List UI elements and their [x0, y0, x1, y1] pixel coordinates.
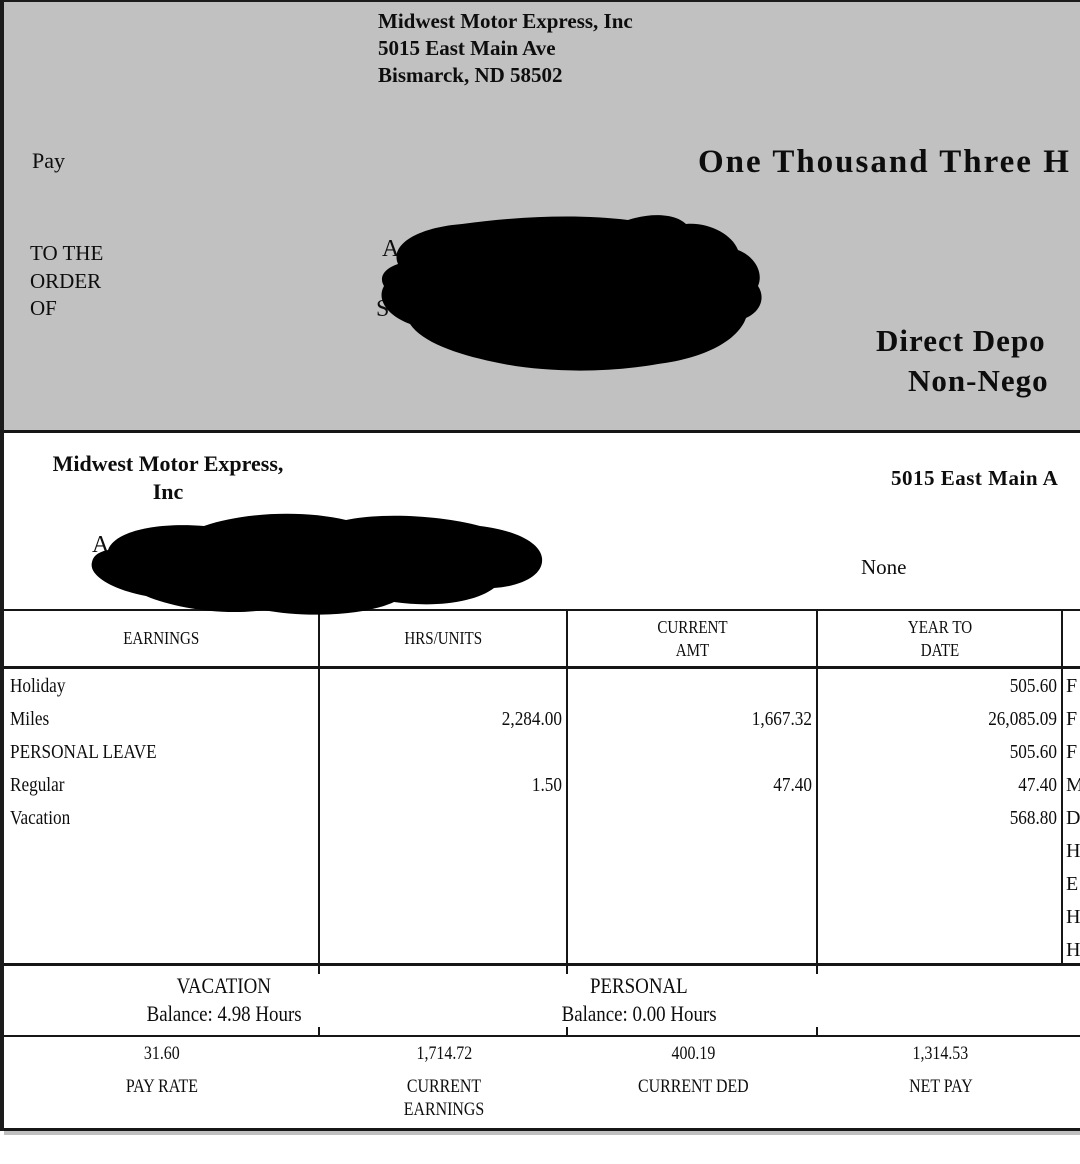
- column-divider: [1061, 611, 1063, 963]
- summary-current-earnings: 1,714.72 CURRENT EARNINGS: [320, 1037, 568, 1122]
- summary-value: 400.19: [671, 1044, 715, 1064]
- divider-stub: [816, 966, 818, 974]
- header-underline: [4, 666, 1080, 669]
- summary-value: 31.60: [144, 1044, 180, 1064]
- redacted-payee-block: A S: [370, 212, 766, 376]
- clipped-deduction-text: F: [1066, 741, 1078, 763]
- summary-label: PAY RATE: [125, 1077, 199, 1097]
- clipped-deduction-text: E: [1066, 873, 1079, 895]
- column-divider: [816, 611, 818, 963]
- earnings-row-name: Vacation: [10, 807, 71, 829]
- company-city: Bismarck, ND 58502: [378, 63, 563, 87]
- payee-partial-letter: A: [382, 236, 400, 262]
- earnings-row-name: Miles: [10, 708, 50, 730]
- column-divider: [318, 611, 320, 963]
- order-line2: ORDER: [30, 268, 102, 293]
- earnings-row-current: 1,667.32: [751, 708, 812, 730]
- summary-value: 1,714.72: [416, 1044, 472, 1064]
- earnings-row-name: PERSONAL LEAVE: [10, 741, 157, 763]
- header-earnings: EARNINGS: [122, 628, 200, 648]
- earnings-row-ytd: 47.40: [1018, 774, 1057, 796]
- clipped-deduction-text: H: [1066, 840, 1080, 862]
- earnings-row-hrs: 1.50: [531, 774, 562, 796]
- page-left-border: [0, 0, 4, 1131]
- earnings-row-ytd: 505.60: [1009, 741, 1057, 763]
- divider-stub: [816, 1027, 818, 1035]
- direct-deposit-stamp-line1: Direct Depo: [876, 323, 1046, 358]
- summary-net-pay: 1,314.53 NET PAY: [818, 1037, 1063, 1099]
- stub-company-line1: Midwest Motor Express,: [52, 451, 284, 476]
- earnings-row-current: 47.40: [773, 774, 812, 796]
- stub-company-line2: Inc: [152, 479, 184, 504]
- clipped-deduction-text: H: [1066, 939, 1080, 961]
- earnings-table: EARNINGS HRS/UNITS CURRENT AMT YEAR TO D…: [4, 609, 1080, 965]
- earnings-row-name: Holiday: [10, 675, 66, 697]
- earnings-row-ytd: 26,085.09: [988, 708, 1057, 730]
- clipped-deduction-text: D: [1066, 807, 1080, 829]
- earnings-row-hrs: 2,284.00: [501, 708, 562, 730]
- personal-title: PERSONAL: [590, 973, 688, 998]
- delivery-method-value: None: [861, 555, 907, 579]
- check-section: Midwest Motor Express, Inc 5015 East Mai…: [4, 2, 1080, 430]
- stub-company-block: Midwest Motor Express, Inc: [18, 450, 318, 506]
- summary-current-ded: 400.19 CURRENT DED: [568, 1037, 818, 1099]
- header-hrs-units: HRS/UNITS: [404, 628, 482, 648]
- divider-stub: [318, 966, 320, 974]
- company-street: 5015 East Main Ave: [378, 36, 556, 60]
- amount-in-words: One Thousand Three H: [698, 144, 1071, 180]
- summary-label: CURRENT DED: [637, 1077, 749, 1097]
- redaction-ink-blob: [381, 215, 762, 371]
- vacation-title: VACATION: [176, 973, 272, 998]
- header-current-amt: CURRENT AMT: [656, 616, 728, 660]
- pay-summary-section: 31.60 PAY RATE 1,714.72 CURRENT EARNINGS…: [4, 1037, 1080, 1131]
- summary-label: CURRENT EARNINGS: [403, 1077, 485, 1120]
- company-name: Midwest Motor Express, Inc: [378, 9, 633, 33]
- company-address-block: Midwest Motor Express, Inc 5015 East Mai…: [378, 8, 633, 89]
- personal-balance-value: Balance: 0.00 Hours: [561, 1001, 717, 1026]
- direct-deposit-stamp-line2: Non-Nego: [908, 363, 1049, 398]
- to-the-order-of-label: TO THE ORDER OF: [30, 240, 103, 323]
- personal-balance-block: PERSONAL Balance: 0.00 Hours: [444, 966, 834, 1035]
- pay-label: Pay: [32, 148, 65, 173]
- stub-info-section: Midwest Motor Express, Inc A 5015 East M…: [4, 430, 1080, 615]
- clipped-deduction-text: M: [1066, 774, 1080, 796]
- header-year-to-date: YEAR TO DATE: [907, 616, 972, 660]
- vacation-balance-block: VACATION Balance: 4.98 Hours: [4, 966, 444, 1035]
- redaction-ink-blob: [91, 513, 543, 615]
- clipped-deduction-text: F: [1066, 708, 1078, 730]
- column-divider: [566, 611, 568, 963]
- leave-balances-section: VACATION Balance: 4.98 Hours PERSONAL Ba…: [4, 963, 1080, 1037]
- clipped-deduction-text: H: [1066, 906, 1080, 928]
- clipped-deduction-text: F: [1066, 675, 1078, 697]
- page-top-border: [0, 0, 1080, 2]
- redacted-employee-block: A: [84, 510, 546, 616]
- vacation-balance-value: Balance: 4.98 Hours: [146, 1001, 302, 1026]
- summary-value: 1,314.53: [912, 1044, 969, 1064]
- summary-pay-rate: 31.60 PAY RATE: [4, 1037, 320, 1099]
- order-line1: TO THE: [30, 241, 104, 265]
- divider-stub: [318, 1027, 320, 1035]
- earnings-row-ytd: 568.80: [1009, 807, 1057, 829]
- earnings-row-name: Regular: [10, 774, 65, 796]
- stub-address-partial: 5015 East Main A: [891, 466, 1059, 490]
- summary-label: NET PAY: [908, 1077, 973, 1097]
- order-line3: OF: [30, 296, 57, 320]
- divider-stub: [566, 1027, 568, 1035]
- earnings-row-ytd: 505.60: [1009, 675, 1057, 697]
- divider-stub: [566, 966, 568, 974]
